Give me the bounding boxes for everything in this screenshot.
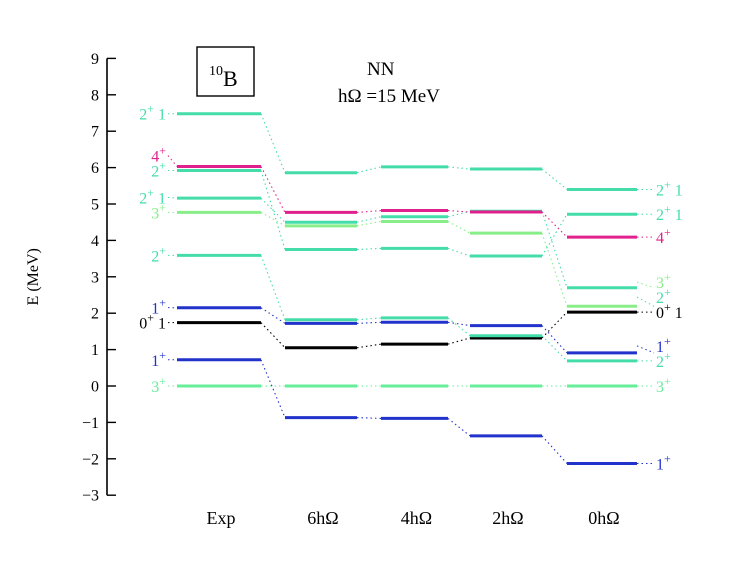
right-level-label: 2+ 1 — [656, 202, 683, 224]
level-connector — [260, 197, 286, 223]
level-connector — [356, 166, 382, 174]
y-tick-label: 3 — [91, 269, 99, 286]
y-tick-label: 8 — [91, 87, 99, 104]
level-connector — [541, 311, 568, 339]
left-level-label: 2+ — [151, 243, 166, 265]
level-connector — [260, 307, 286, 324]
y-tick-label: 4 — [91, 233, 99, 250]
level-connector — [260, 211, 286, 227]
level-connector — [541, 211, 568, 238]
level-connector — [541, 168, 568, 190]
left-level-label: 3+ — [151, 200, 166, 222]
level-connector — [447, 220, 471, 234]
level-connector — [356, 220, 382, 227]
interaction-label: NN — [367, 59, 395, 80]
level-connector — [260, 166, 286, 213]
level-connector — [447, 321, 471, 327]
right-level-label: 2+ 1 — [656, 177, 683, 199]
y-axis: −3 −2 −1 0 1 2 3 4 5 6 7 8 9 E (MeV) — [25, 51, 116, 505]
y-tick-label: 0 — [91, 379, 99, 396]
right-level-label: 4+ — [656, 225, 671, 247]
label-connector — [636, 281, 655, 289]
y-tick-label: 9 — [91, 51, 99, 68]
column-label: 4hΩ — [401, 508, 432, 528]
y-axis-title: E (MeV) — [25, 248, 42, 305]
column-labels: Exp 6hΩ 4hΩ 2hΩ 0hΩ — [207, 508, 620, 528]
left-level-label: 4+ — [151, 144, 166, 166]
left-level-label: 1+ — [151, 348, 166, 370]
y-tick-label: 5 — [91, 197, 99, 214]
right-level-label: 3+ — [656, 374, 671, 396]
level-connector — [260, 359, 286, 418]
column-label: 2hΩ — [492, 508, 523, 528]
nucleus-mass-number: 10 — [209, 64, 223, 79]
left-level-label: 2+ 1 — [139, 185, 166, 207]
left-level-label: 3+ — [151, 374, 166, 396]
level-connector — [260, 170, 286, 250]
column-label: 0hΩ — [588, 508, 619, 528]
column-label: Exp — [207, 508, 236, 528]
left-level-label: 1+ — [151, 296, 166, 318]
level-connector — [356, 343, 382, 349]
level-connector — [260, 255, 286, 320]
energy-levels — [177, 112, 637, 466]
level-connector — [356, 210, 382, 213]
label-connector — [167, 196, 178, 199]
level-connector — [541, 213, 568, 257]
column-label: 6hΩ — [307, 508, 338, 528]
left-level-label: 2+ — [151, 159, 166, 181]
right-level-label: 1+ — [656, 334, 671, 356]
nucleus-box: 10B — [196, 46, 255, 97]
level-connector — [447, 247, 471, 257]
right-level-label: 2+ — [656, 349, 671, 371]
level-connector — [356, 417, 382, 419]
left-level-label: 2+ 1 — [139, 102, 166, 124]
level-labels: 3+1+0+ 11+2+3+2+ 12+4+2+ 11+3+2+1+0+ 12+… — [139, 102, 683, 474]
y-tick-label: −3 — [82, 488, 99, 505]
connector-lines — [260, 113, 568, 464]
nucleus-label: 10B — [209, 64, 238, 91]
level-connector — [541, 335, 568, 362]
level-connector — [541, 325, 568, 354]
y-tick-label: −1 — [82, 415, 99, 432]
level-connector — [356, 321, 382, 324]
right-level-label: 2+ — [656, 285, 671, 307]
level-connector — [356, 247, 382, 251]
y-tick-label: −2 — [82, 451, 99, 468]
level-connector — [447, 166, 471, 170]
level-connector — [447, 210, 471, 213]
label-connector — [636, 345, 655, 354]
level-connector — [541, 232, 568, 307]
label-connector — [636, 296, 655, 307]
label-connector — [167, 155, 178, 167]
level-connector — [447, 337, 471, 345]
right-level-label: 1+ — [656, 452, 671, 474]
level-connector — [541, 211, 568, 288]
y-tick-label: 1 — [91, 342, 99, 359]
level-connector — [356, 216, 382, 223]
level-connector — [447, 417, 471, 437]
y-tick-label: 6 — [91, 160, 99, 177]
level-connector — [356, 317, 382, 321]
level-connector — [447, 317, 471, 337]
nucleus-box-frame — [196, 46, 255, 97]
level-connector — [541, 435, 568, 464]
y-tick-label: 2 — [91, 306, 99, 323]
oscillator-energy-label: hΩ =15 MeV — [338, 86, 440, 107]
left-level-label: 0+ 1 — [139, 311, 166, 333]
right-level-label: 0+ 1 — [656, 300, 683, 322]
right-level-label: 3+ — [656, 270, 671, 292]
y-tick-label: 7 — [91, 124, 99, 141]
nucleus-symbol: B — [223, 66, 238, 91]
level-connector — [260, 113, 286, 173]
level-connector — [260, 322, 286, 349]
